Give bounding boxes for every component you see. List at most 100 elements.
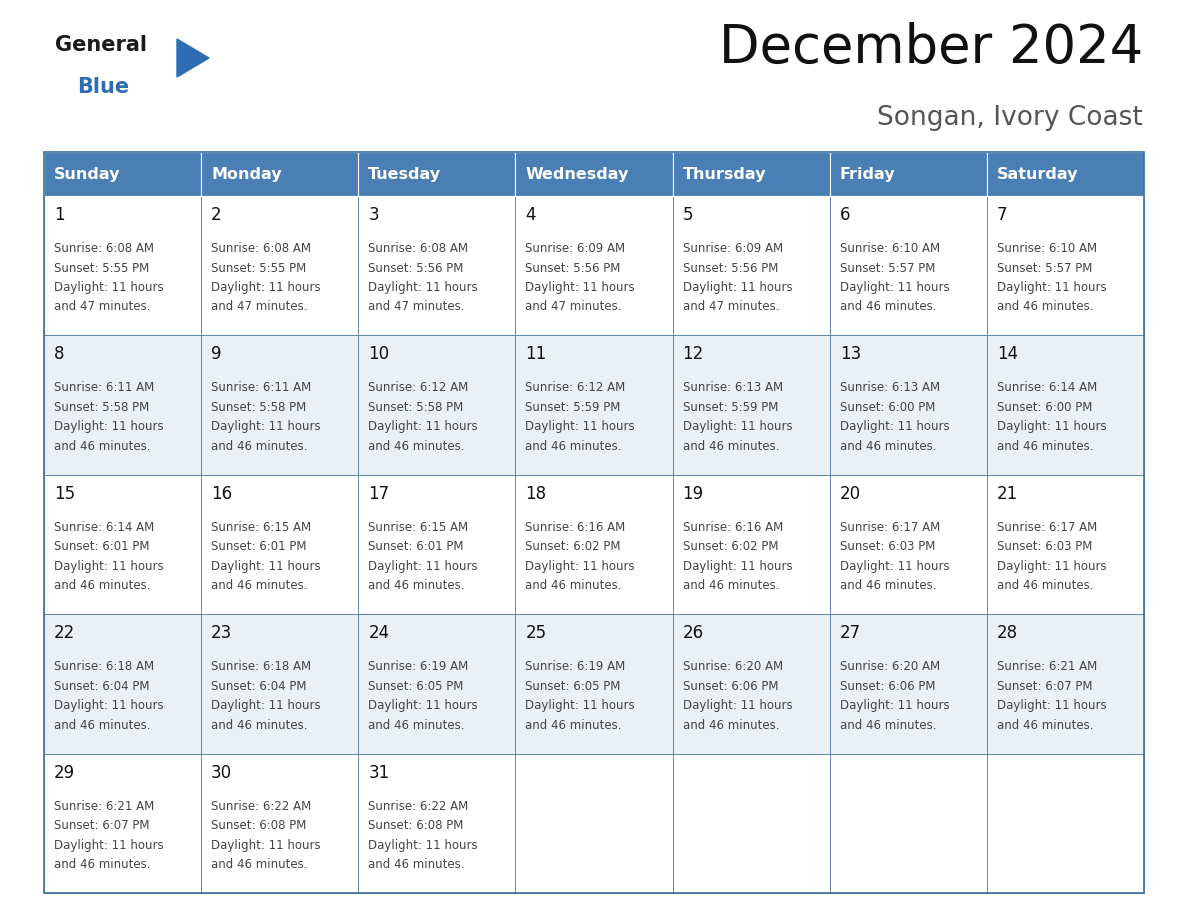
Text: Sunrise: 6:15 AM: Sunrise: 6:15 AM	[368, 521, 468, 533]
Text: 21: 21	[997, 485, 1018, 503]
Text: 4: 4	[525, 206, 536, 224]
Text: Daylight: 11 hours: Daylight: 11 hours	[211, 839, 321, 852]
Text: Sunrise: 6:11 AM: Sunrise: 6:11 AM	[211, 381, 311, 395]
Text: Daylight: 11 hours: Daylight: 11 hours	[525, 560, 636, 573]
Text: Sunrise: 6:18 AM: Sunrise: 6:18 AM	[53, 660, 154, 673]
Text: 28: 28	[997, 624, 1018, 643]
Text: 12: 12	[683, 345, 703, 364]
Text: 24: 24	[368, 624, 390, 643]
FancyBboxPatch shape	[987, 152, 1144, 196]
Text: and 46 minutes.: and 46 minutes.	[997, 579, 1093, 592]
Text: 29: 29	[53, 764, 75, 781]
FancyBboxPatch shape	[359, 152, 516, 196]
Text: Sunrise: 6:16 AM: Sunrise: 6:16 AM	[683, 521, 783, 533]
Text: and 46 minutes.: and 46 minutes.	[368, 440, 465, 453]
Text: Sunrise: 6:13 AM: Sunrise: 6:13 AM	[840, 381, 940, 395]
Polygon shape	[177, 39, 209, 77]
Text: 17: 17	[368, 485, 390, 503]
FancyBboxPatch shape	[359, 196, 516, 335]
Text: Sunrise: 6:15 AM: Sunrise: 6:15 AM	[211, 521, 311, 533]
Text: and 46 minutes.: and 46 minutes.	[840, 719, 936, 732]
FancyBboxPatch shape	[516, 614, 672, 754]
Text: Sunrise: 6:13 AM: Sunrise: 6:13 AM	[683, 381, 783, 395]
Text: Sunset: 5:57 PM: Sunset: 5:57 PM	[840, 262, 935, 274]
Text: Sunset: 6:05 PM: Sunset: 6:05 PM	[368, 679, 463, 693]
FancyBboxPatch shape	[201, 754, 359, 893]
Text: and 46 minutes.: and 46 minutes.	[368, 719, 465, 732]
Text: Sunrise: 6:08 AM: Sunrise: 6:08 AM	[53, 242, 154, 255]
Text: Sunrise: 6:17 AM: Sunrise: 6:17 AM	[840, 521, 940, 533]
Text: Sunrise: 6:08 AM: Sunrise: 6:08 AM	[368, 242, 468, 255]
Text: Sunrise: 6:17 AM: Sunrise: 6:17 AM	[997, 521, 1097, 533]
Text: Daylight: 11 hours: Daylight: 11 hours	[368, 281, 478, 294]
Text: and 47 minutes.: and 47 minutes.	[53, 300, 151, 314]
Text: Sunset: 6:06 PM: Sunset: 6:06 PM	[840, 679, 935, 693]
Text: and 46 minutes.: and 46 minutes.	[53, 719, 151, 732]
Text: Sunrise: 6:08 AM: Sunrise: 6:08 AM	[211, 242, 311, 255]
Text: and 46 minutes.: and 46 minutes.	[683, 719, 779, 732]
Text: Daylight: 11 hours: Daylight: 11 hours	[683, 281, 792, 294]
Text: Daylight: 11 hours: Daylight: 11 hours	[53, 420, 164, 433]
FancyBboxPatch shape	[359, 335, 516, 475]
Text: and 46 minutes.: and 46 minutes.	[840, 300, 936, 314]
Text: Daylight: 11 hours: Daylight: 11 hours	[211, 700, 321, 712]
Text: Saturday: Saturday	[997, 166, 1079, 182]
Text: and 46 minutes.: and 46 minutes.	[525, 579, 623, 592]
Text: Sunset: 5:59 PM: Sunset: 5:59 PM	[525, 401, 621, 414]
Text: and 46 minutes.: and 46 minutes.	[368, 858, 465, 871]
Text: 9: 9	[211, 345, 222, 364]
Text: Sunrise: 6:18 AM: Sunrise: 6:18 AM	[211, 660, 311, 673]
Text: Sunrise: 6:10 AM: Sunrise: 6:10 AM	[840, 242, 940, 255]
Text: Sunrise: 6:21 AM: Sunrise: 6:21 AM	[53, 800, 154, 812]
FancyBboxPatch shape	[201, 614, 359, 754]
FancyBboxPatch shape	[672, 475, 829, 614]
Text: Songan, Ivory Coast: Songan, Ivory Coast	[877, 105, 1143, 131]
Text: Sunset: 5:58 PM: Sunset: 5:58 PM	[53, 401, 150, 414]
Text: Sunrise: 6:16 AM: Sunrise: 6:16 AM	[525, 521, 626, 533]
Text: and 46 minutes.: and 46 minutes.	[840, 440, 936, 453]
Text: General: General	[55, 35, 147, 55]
FancyBboxPatch shape	[829, 475, 987, 614]
Text: Sunset: 5:57 PM: Sunset: 5:57 PM	[997, 262, 1092, 274]
FancyBboxPatch shape	[516, 754, 672, 893]
Text: Sunset: 5:56 PM: Sunset: 5:56 PM	[368, 262, 463, 274]
Text: Daylight: 11 hours: Daylight: 11 hours	[211, 281, 321, 294]
Text: Sunset: 6:05 PM: Sunset: 6:05 PM	[525, 679, 621, 693]
Text: 16: 16	[211, 485, 233, 503]
Text: Sunset: 5:55 PM: Sunset: 5:55 PM	[211, 262, 307, 274]
FancyBboxPatch shape	[829, 614, 987, 754]
FancyBboxPatch shape	[987, 754, 1144, 893]
Text: Sunset: 6:03 PM: Sunset: 6:03 PM	[840, 541, 935, 554]
Text: 20: 20	[840, 485, 861, 503]
Text: Daylight: 11 hours: Daylight: 11 hours	[840, 560, 949, 573]
Text: 10: 10	[368, 345, 390, 364]
FancyBboxPatch shape	[829, 754, 987, 893]
Text: Sunset: 5:55 PM: Sunset: 5:55 PM	[53, 262, 150, 274]
Text: Sunset: 5:58 PM: Sunset: 5:58 PM	[211, 401, 307, 414]
Text: Daylight: 11 hours: Daylight: 11 hours	[53, 281, 164, 294]
Text: Daylight: 11 hours: Daylight: 11 hours	[53, 560, 164, 573]
Text: Sunset: 5:56 PM: Sunset: 5:56 PM	[525, 262, 621, 274]
Text: Sunset: 6:01 PM: Sunset: 6:01 PM	[368, 541, 463, 554]
FancyBboxPatch shape	[987, 614, 1144, 754]
Text: Daylight: 11 hours: Daylight: 11 hours	[997, 281, 1106, 294]
Text: and 46 minutes.: and 46 minutes.	[53, 440, 151, 453]
Text: 15: 15	[53, 485, 75, 503]
Text: 30: 30	[211, 764, 233, 781]
Text: Daylight: 11 hours: Daylight: 11 hours	[211, 420, 321, 433]
Text: and 46 minutes.: and 46 minutes.	[211, 579, 308, 592]
FancyBboxPatch shape	[987, 196, 1144, 335]
Text: and 46 minutes.: and 46 minutes.	[997, 300, 1093, 314]
Text: and 47 minutes.: and 47 minutes.	[683, 300, 779, 314]
Text: 11: 11	[525, 345, 546, 364]
Text: Daylight: 11 hours: Daylight: 11 hours	[997, 560, 1106, 573]
Text: Daylight: 11 hours: Daylight: 11 hours	[525, 420, 636, 433]
Text: Sunrise: 6:19 AM: Sunrise: 6:19 AM	[368, 660, 468, 673]
Text: Sunset: 6:04 PM: Sunset: 6:04 PM	[53, 679, 150, 693]
Text: Daylight: 11 hours: Daylight: 11 hours	[53, 700, 164, 712]
Text: Tuesday: Tuesday	[368, 166, 442, 182]
Text: and 46 minutes.: and 46 minutes.	[211, 858, 308, 871]
Text: 18: 18	[525, 485, 546, 503]
Text: 14: 14	[997, 345, 1018, 364]
FancyBboxPatch shape	[516, 335, 672, 475]
